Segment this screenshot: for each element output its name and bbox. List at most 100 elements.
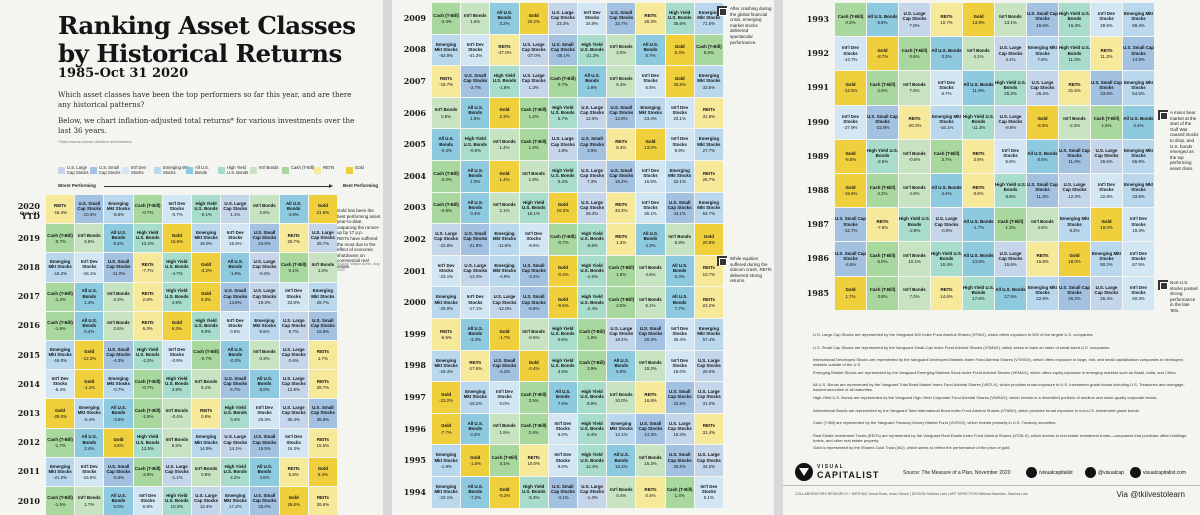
asset-name: All U.S. Bonds: [963, 82, 994, 88]
return-cell-intd: Int'l Dev Stocks -15.0%: [75, 457, 104, 486]
return-cell-bnd: All U.S. Bonds 0.3%: [461, 413, 490, 445]
return-value: 15.2%: [615, 463, 628, 469]
asset-name: REITs: [141, 320, 154, 326]
return-cell-usl: U.S. Large Cap Stocks 12.8%: [279, 370, 308, 399]
return-value: 2.6%: [528, 429, 539, 435]
info-icon: [717, 256, 727, 266]
return-cell-gold: Gold 15.9%: [162, 224, 191, 253]
asset-name: U.S. Small Cap Stocks: [1027, 11, 1058, 22]
return-cell-hy: High Yield U.S. Bonds 5.2%: [548, 161, 577, 192]
year-label: 2014: [17, 378, 40, 389]
asset-name: High Yield U.S. Bonds: [492, 73, 517, 84]
return-value: 9.3%: [201, 297, 212, 303]
return-cell-emg: Emerging Mkt Stocks -1.9%: [432, 445, 461, 476]
asset-name: U.S. Large Cap Stocks: [281, 405, 306, 416]
return-cell-uss: U.S. Small Cap Stocks -5.8%: [519, 287, 548, 318]
asset-name: U.S. Large Cap Stocks: [223, 200, 248, 211]
asset-name: Gold: [845, 82, 856, 88]
return-cell-cash: Cash (T-Bill) -0.9%: [432, 192, 461, 224]
asset-name: U.S. Small Cap Stocks: [521, 294, 546, 305]
asset-name: Int'l Bonds: [165, 436, 189, 442]
annotation-late-80s: Non-U.S. stocks posted strong performanc…: [1170, 280, 1198, 313]
return-cell-uss: U.S. Small Cap Stocks 26.2%: [1059, 276, 1090, 310]
asset-name: U.S. Large Cap Stocks: [580, 167, 605, 179]
return-value: -14.7%: [843, 56, 858, 62]
return-value: 5.6%: [1005, 159, 1016, 165]
return-value: -29.0%: [53, 413, 68, 419]
return-cell-hy: High Yield U.S. Bonds 8.9%: [578, 382, 607, 413]
return-cell-bnd: All U.S. Bonds 6.8%: [867, 3, 898, 37]
return-value: 1.4%: [674, 492, 685, 498]
return-cell-cash: Cash (T-Bill) -1.5%: [133, 399, 162, 428]
asset-name: Emerging Mkt Stocks: [1027, 284, 1058, 296]
year-label: 2015: [17, 349, 40, 360]
return-value: -19.4%: [439, 368, 454, 374]
asset-name: Int'l Bonds: [639, 454, 662, 460]
return-cell-hy: High Yield U.S. Bonds 8.8%: [995, 174, 1026, 208]
return-cell-emg: Emerging Mkt Stocks 50.2%: [1091, 242, 1122, 276]
asset-name: High Yield U.S. Bonds: [1059, 45, 1090, 56]
return-value: -2.9%: [141, 472, 154, 478]
return-value: 6.8%: [142, 504, 153, 510]
return-cell-reit: REITs 11.2%: [1091, 37, 1122, 71]
twitter-icon: [1085, 467, 1096, 478]
return-cell-cash: Cash (T-Bill) 3.9%: [578, 350, 607, 382]
return-cell-bnd: All U.S. Bonds -7.2%: [461, 477, 490, 508]
return-cell-hy: High Yield U.S. Bonds 25.2%: [995, 71, 1026, 105]
asset-name: Gold: [470, 454, 481, 460]
return-cell-gold: Gold 21.9%: [308, 195, 337, 224]
return-cell-intd: Int'l Dev Stocks 19.3%: [221, 224, 250, 253]
asset-name: Cash (T-Bill): [869, 287, 896, 293]
year-row: 2002 U.S. Large Cap Stocks -23.8% U.S. Smal…: [394, 224, 724, 255]
asset-name: Int'l Bonds: [903, 253, 926, 259]
return-cell-cash: Cash (T-Bill) -1.7%: [46, 428, 75, 457]
return-value: 33.3%: [615, 208, 628, 214]
asset-name: U.S. Large Cap Stocks: [696, 452, 721, 463]
return-value: 7.8%: [1037, 56, 1048, 62]
return-value: 6.9%: [616, 368, 627, 374]
return-cell-intd: Int'l Dev Stocks 24.9%: [578, 3, 607, 34]
return-value: 9.0%: [201, 328, 212, 334]
asset-name: Gold: [845, 184, 856, 190]
return-cell-emg: Emerging Mkt Stocks -19.4%: [432, 350, 461, 382]
return-value: 1.7%: [845, 293, 856, 299]
return-cell-cash: Cash (T-Bill) -0.7%: [548, 224, 577, 255]
return-cell-hy: High Yield U.S. Bonds 6.4%: [578, 413, 607, 445]
return-value: -19.7%: [439, 81, 454, 87]
return-cell-reit: REITs -20.3%: [899, 105, 930, 139]
return-value: 8.7%: [941, 91, 952, 97]
return-value: 9.7%: [288, 328, 299, 334]
return-cell-hy: High Yield U.S. Bonds 35.6%: [665, 3, 694, 34]
year-row: 2001 Int'l Dev Stocks -23.1% U.S. Large Cap…: [394, 255, 724, 287]
return-cell-bnd: All U.S. Bonds 1.4%: [75, 282, 104, 311]
return-value: 5.5%: [703, 50, 714, 56]
asset-name: Int'l Bonds: [78, 495, 101, 501]
return-value: 3.9%: [171, 387, 182, 393]
asset-name: REITs: [702, 107, 715, 113]
asset-name: Int'l Bonds: [639, 265, 662, 271]
return-cell-intb: Int'l Bonds 1.0%: [308, 253, 337, 282]
return-value: 54.7%: [702, 210, 716, 216]
asset-name: U.S. Small Cap Stocks: [252, 229, 277, 241]
return-cell-reit: REITs 31.8%: [694, 97, 723, 129]
return-value: 2.0%: [616, 50, 627, 56]
asset-name: Int'l Bonds: [1031, 219, 1054, 225]
return-value: -9.6%: [527, 242, 540, 248]
asset-description: Real Estate Investment Trusts (REITs) ar…: [813, 432, 1188, 443]
year-label: 2008: [403, 44, 426, 55]
return-cell-hy: High Yield U.S. Bonds 4.2%: [221, 457, 250, 486]
return-cell-intd: Int'l Dev Stocks 9.0%: [548, 445, 577, 476]
asset-name: Int'l Dev Stocks: [842, 113, 859, 125]
return-value: 2.8%: [909, 191, 920, 197]
return-cell-bnd: All U.S. Bonds 17.5%: [995, 276, 1026, 310]
return-cell-usl: U.S. Large Cap Stocks -13.3%: [461, 255, 490, 287]
asset-name: Int'l Dev Stocks: [642, 167, 659, 179]
asset-name: High Yield U.S. Bonds: [867, 148, 898, 159]
return-cell-intb: Int'l Bonds 1.7%: [75, 487, 104, 515]
asset-name: U.S. Small Cap Stocks: [1123, 45, 1154, 56]
return-cell-emg: Emerging Mkt Stocks -6.4%: [75, 399, 104, 428]
return-value: 15.9%: [170, 238, 184, 244]
asset-name: Emerging Mkt Stocks: [697, 136, 721, 147]
year-row: 2004 Cash (T-Bill) -2.0% All U.S. Bonds 1.0%…: [394, 161, 724, 192]
return-cell-usl: U.S. Large Cap Stocks -12.0%: [490, 287, 519, 318]
